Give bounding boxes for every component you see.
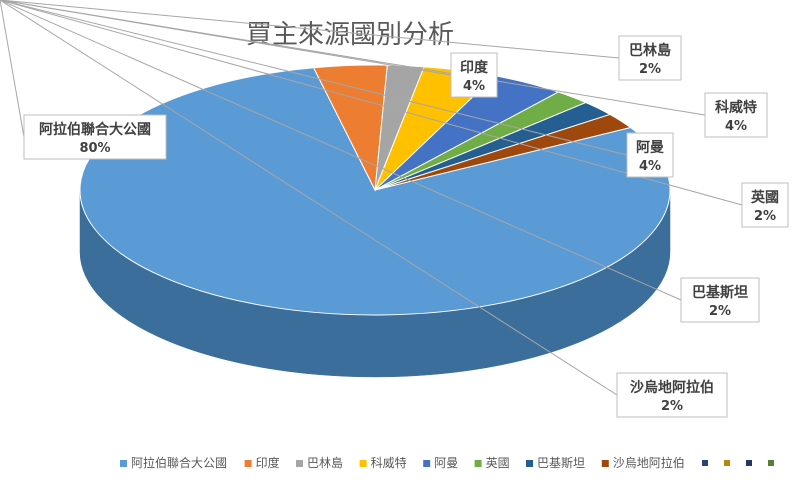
data-label-5: 英國 2% [741,182,789,228]
legend-swatch-7 [601,460,609,467]
legend-label-7: 沙烏地阿拉伯 [613,455,685,470]
legend: 阿拉伯聯合大公國 印度 巴林島 科威特 阿曼 英國 巴基斯坦 沙烏地阿拉伯 [120,455,774,470]
legend-label-1: 印度 [256,455,280,470]
leader-line-0 [0,0,25,138]
data-label-name-3: 科威特 [715,99,757,116]
legend-swatch-3 [359,460,367,467]
legend-label-4: 阿曼 [434,456,458,470]
legend-item-2: 巴林島 [296,455,343,470]
legend-label-5: 英國 [486,456,510,470]
data-label-1: 印度 4% [450,52,498,98]
legend-item-7: 沙烏地阿拉伯 [601,455,685,470]
leader-lines [0,0,743,396]
legend-swatch-1 [244,460,252,467]
legend-extra-marker-0 [702,460,708,466]
data-label-name-5: 英國 [750,189,779,206]
legend-swatch-4 [423,460,431,467]
legend-label-2: 巴林島 [307,455,343,470]
data-labels: 阿拉伯聯合大公國80%印度4%巴林島2%科威特4%阿曼4%英國2%巴基斯坦2%沙… [23,35,789,418]
data-label-value-7: 2% [661,399,683,414]
data-label-6: 巴基斯坦 2% [680,277,760,323]
data-label-name-2: 巴林島 [629,42,671,59]
data-label-0: 阿拉伯聯合大公國 80% [23,114,167,160]
data-label-3: 科威特 4% [704,92,768,138]
slice-7 [374,113,632,191]
leader-line-3 [0,0,706,116]
data-label-value-0: 80% [79,141,110,156]
data-label-name-4: 阿曼 [636,140,664,156]
leader-line-2 [0,0,620,59]
chart-title: 買主來源國別分析 [245,20,454,50]
legend-item-6: 巴基斯坦 [526,456,585,470]
data-label-value-5: 2% [754,209,776,224]
data-label-value-6: 2% [709,304,731,319]
legend-label-0: 阿拉伯聯合大公國 [131,455,227,470]
legend-item-4: 阿曼 [423,456,458,470]
legend-extra-marker-3 [768,460,774,466]
legend-item-1: 印度 [244,455,280,470]
legend-extra-marker-2 [746,460,752,466]
data-label-name-6: 巴基斯坦 [692,284,748,301]
data-label-name-1: 印度 [460,59,489,76]
leader-line-6 [0,0,682,301]
leader-line-5 [0,0,743,206]
data-label-value-3: 4% [725,119,747,134]
data-label-7: 沙烏地阿拉伯 2% [616,372,728,418]
legend-label-6: 巴基斯坦 [537,456,585,470]
legend-item-3: 科威特 [359,455,407,470]
data-label-value-1: 4% [463,79,485,94]
data-label-name-7: 沙烏地阿拉伯 [630,379,714,396]
leader-line-4 [0,0,628,156]
legend-swatch-6 [526,460,533,467]
data-label-2: 巴林島 2% [618,35,682,81]
leader-line-7 [0,0,618,396]
legend-item-0: 阿拉伯聯合大公國 [120,455,227,470]
legend-swatch-5 [474,460,482,467]
legend-item-5: 英國 [474,456,510,470]
data-label-value-4: 4% [639,159,661,174]
legend-extra-marker-1 [724,460,730,466]
data-label-4: 阿曼 4% [626,132,674,178]
pie-tops [79,64,671,316]
legend-swatch-0 [120,460,127,467]
legend-swatch-2 [296,460,303,467]
data-label-name-0: 阿拉伯聯合大公國 [39,121,151,138]
data-label-value-2: 2% [639,62,661,77]
legend-label-3: 科威特 [371,455,407,470]
